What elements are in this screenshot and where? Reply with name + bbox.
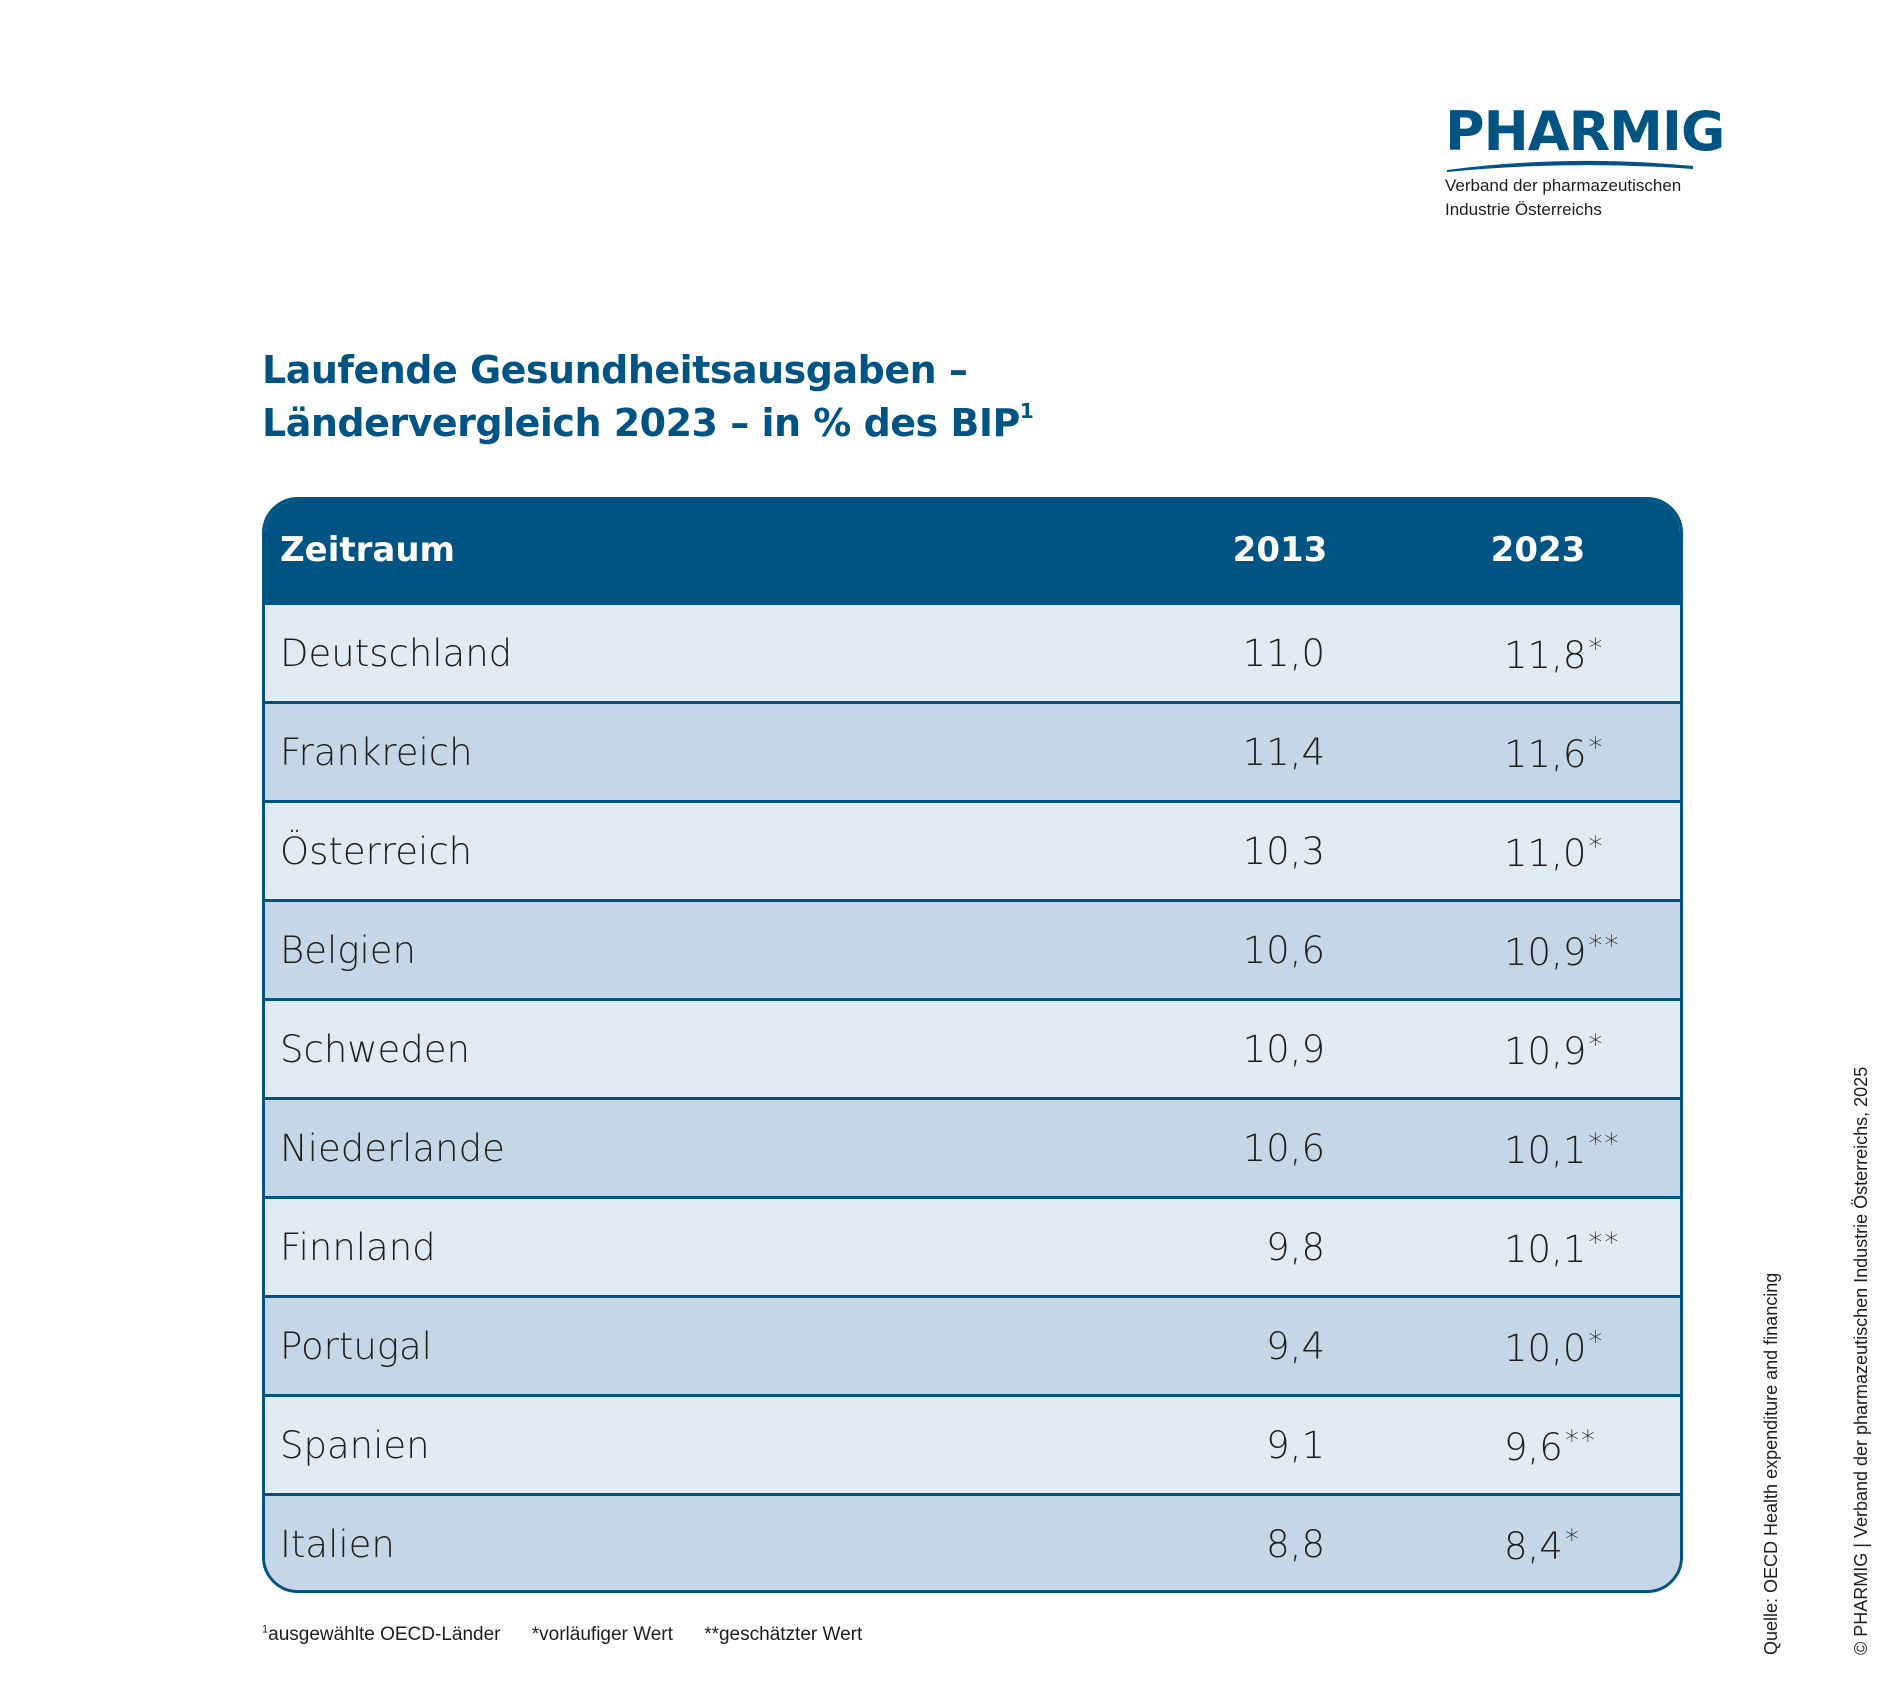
cell-2023-value: 11,8	[1504, 634, 1587, 677]
page-title: Laufende Gesundheitsausgaben – Länderver…	[262, 344, 1034, 450]
cell-2013: 9,4	[1266, 1325, 1325, 1368]
table-row: Finnland 9,8 10,1**	[265, 1196, 1680, 1295]
cell-2023-mark: *	[1588, 830, 1605, 863]
cell-2023-mark: *	[1588, 1325, 1605, 1358]
table-row: Frankreich 11,4 11,6*	[265, 701, 1680, 800]
cell-2023: 10,0*	[1504, 1325, 1604, 1370]
data-table: Zeitraum 2013 2023 Deutschland 11,0 11,8* F…	[262, 497, 1683, 1593]
cell-2023: 11,0*	[1504, 830, 1604, 875]
cell-2023-mark: *	[1588, 731, 1605, 764]
table-row: Spanien 9,1 9,6**	[265, 1394, 1680, 1493]
footnote-oecd-mark: 1	[262, 1624, 269, 1636]
table-row: Italien 8,8 8,4*	[265, 1493, 1680, 1590]
cell-2013: 10,6	[1242, 1127, 1325, 1170]
cell-2013: 9,8	[1266, 1226, 1325, 1269]
cell-2023-value: 10,1	[1504, 1129, 1587, 1172]
table-body: Deutschland 11,0 11,8* Frankreich 11,4 11,6* Ö…	[265, 605, 1680, 1590]
table-row: Österreich 10,3 11,0*	[265, 800, 1680, 899]
cell-country: Österreich	[280, 830, 473, 873]
header-2023: 2023	[1490, 530, 1586, 570]
cell-2013: 10,9	[1242, 1028, 1325, 1071]
footnote-oecd-text: ausgewählte OECD-Länder	[268, 1624, 501, 1646]
cell-2023: 10,1**	[1504, 1127, 1620, 1172]
cell-2023-value: 11,6	[1504, 733, 1587, 776]
cell-2023: 9,6**	[1504, 1424, 1597, 1469]
title-line2-text: Ländervergleich 2023 – in % des BIP	[262, 401, 1020, 445]
cell-2023: 11,8*	[1504, 632, 1604, 677]
cell-2013: 9,1	[1266, 1424, 1325, 1467]
cell-country: Belgien	[280, 929, 416, 972]
cell-2023-mark: **	[1588, 1226, 1621, 1259]
cell-country: Niederlande	[280, 1127, 505, 1170]
table-row: Portugal 9,4 10,0*	[265, 1295, 1680, 1394]
footnote-oecd: 1ausgewählte OECD-Länder	[262, 1624, 500, 1645]
table-row: Niederlande 10,6 10,1**	[265, 1097, 1680, 1196]
cell-2023-value: 10,0	[1504, 1327, 1587, 1370]
cell-2023: 10,1**	[1504, 1226, 1620, 1271]
cell-country: Portugal	[280, 1325, 432, 1368]
cell-country: Finnland	[280, 1226, 436, 1269]
title-footnote-mark: 1	[1019, 399, 1034, 423]
cell-2023-value: 10,1	[1504, 1228, 1587, 1271]
cell-2023: 10,9**	[1504, 929, 1620, 974]
table-row: Schweden 10,9 10,9*	[265, 998, 1680, 1097]
logo-subtitle: Verband der pharmazeutischen Industrie Ö…	[1445, 174, 1695, 222]
cell-2013: 10,6	[1242, 929, 1325, 972]
cell-2023: 10,9*	[1504, 1028, 1604, 1073]
cell-2013: 8,8	[1266, 1523, 1325, 1566]
cell-country: Italien	[280, 1523, 395, 1566]
cell-2023-mark: *	[1588, 1028, 1605, 1061]
cell-2023: 11,6*	[1504, 731, 1604, 776]
pharmig-logo: PHARMIG Verband der pharmazeutischen Ind…	[1445, 100, 1725, 222]
table-row: Deutschland 11,0 11,8*	[265, 605, 1680, 701]
cell-2023-value: 9,6	[1504, 1426, 1563, 1469]
logo-wordmark: PHARMIG	[1445, 100, 1725, 163]
cell-2023-value: 10,9	[1504, 1030, 1587, 1073]
logo-subtitle-line1: Verband der pharmazeutischen	[1445, 176, 1682, 195]
footnote-provisional: *vorläufiger Wert	[531, 1624, 673, 1646]
cell-2023-mark: *	[1564, 1523, 1581, 1556]
cell-2013: 10,3	[1242, 830, 1325, 873]
copyright-note: © PHARMIG | Verband der pharmazeutischen…	[1851, 1066, 1871, 1655]
table-header: Zeitraum 2013 2023	[265, 500, 1680, 605]
cell-2023-value: 10,9	[1504, 931, 1587, 974]
cell-country: Schweden	[280, 1028, 471, 1071]
title-line2: Ländervergleich 2023 – in % des BIP1	[262, 397, 1034, 450]
cell-2013: 11,0	[1242, 632, 1325, 675]
cell-2023: 8,4*	[1504, 1523, 1581, 1568]
footnote-estimated: **geschätzter Wert	[704, 1624, 863, 1646]
cell-2023-value: 8,4	[1504, 1525, 1563, 1568]
title-line1: Laufende Gesundheitsausgaben –	[262, 348, 968, 392]
cell-2013: 11,4	[1242, 731, 1325, 774]
cell-country: Spanien	[280, 1424, 430, 1467]
footnotes: 1ausgewählte OECD-Länder *vorläufiger We…	[262, 1624, 888, 1646]
header-zeitraum: Zeitraum	[280, 530, 455, 570]
logo-swoosh-icon	[1447, 160, 1693, 172]
cell-country: Frankreich	[280, 731, 473, 774]
table-row: Belgien 10,6 10,9**	[265, 899, 1680, 998]
cell-2023-value: 11,0	[1504, 832, 1587, 875]
logo-subtitle-line2: Industrie Österreichs	[1445, 200, 1602, 219]
cell-2023-mark: **	[1588, 929, 1621, 962]
header-2013: 2013	[1232, 530, 1328, 570]
cell-2023-mark: *	[1588, 632, 1605, 665]
cell-country: Deutschland	[280, 632, 513, 675]
cell-2023-mark: **	[1564, 1424, 1597, 1457]
cell-2023-mark: **	[1588, 1127, 1621, 1160]
source-note: Quelle: OECD Health expenditure and fina…	[1761, 1272, 1781, 1655]
